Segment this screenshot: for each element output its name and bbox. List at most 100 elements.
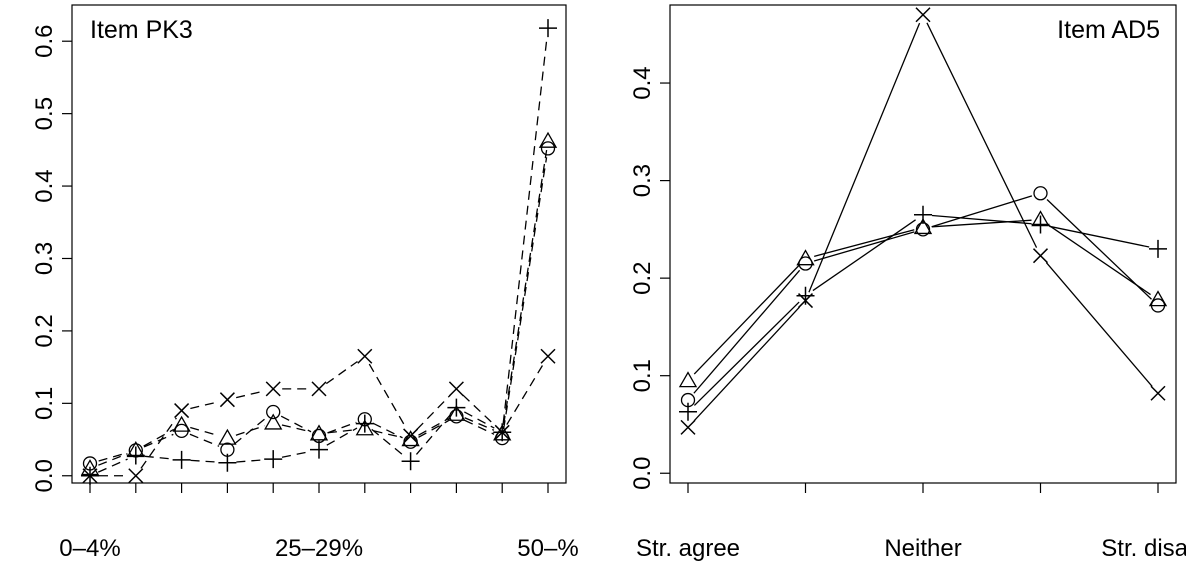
y-tick-label: 0.3 bbox=[31, 242, 58, 275]
series-segment bbox=[464, 411, 495, 429]
series-segment bbox=[371, 428, 405, 457]
cross-marker bbox=[448, 381, 464, 397]
series-segment bbox=[462, 394, 497, 427]
triangle-marker bbox=[172, 415, 191, 432]
series-segment bbox=[373, 430, 402, 439]
series-cross bbox=[82, 348, 556, 484]
cross-marker bbox=[311, 381, 327, 397]
triangle-marker bbox=[796, 249, 815, 266]
plus-marker bbox=[355, 414, 374, 433]
series-segment bbox=[418, 420, 449, 438]
series-segment bbox=[464, 417, 495, 431]
circle-marker bbox=[1033, 186, 1048, 201]
series-segment bbox=[464, 419, 495, 435]
cross-marker bbox=[403, 428, 419, 444]
plus-marker bbox=[1149, 239, 1167, 258]
x-tick-label: 50–% bbox=[517, 535, 578, 562]
x-tick-label: 0–4% bbox=[59, 535, 120, 562]
series-segment bbox=[693, 269, 801, 394]
plus-marker bbox=[796, 286, 815, 305]
cross-marker bbox=[915, 7, 931, 23]
triangle-marker bbox=[264, 413, 283, 430]
series-segment bbox=[502, 157, 548, 430]
series-segment bbox=[813, 231, 915, 262]
cross-marker bbox=[1032, 248, 1049, 264]
triangle-marker bbox=[678, 371, 698, 388]
triangle-marker bbox=[218, 428, 237, 445]
circle-marker bbox=[540, 141, 556, 156]
series-segment bbox=[98, 453, 128, 466]
triangle-marker bbox=[913, 218, 933, 235]
y-axis: 0.0 0.1 0.2 0.3 0.4 0.5 0.6 bbox=[31, 25, 72, 492]
series-segment bbox=[416, 394, 451, 430]
y-tick-label: 0.3 bbox=[629, 164, 656, 197]
cross-marker bbox=[82, 468, 98, 484]
y-tick-label: 0.1 bbox=[629, 359, 656, 392]
series-segment bbox=[190, 426, 219, 437]
series-segment bbox=[814, 229, 915, 257]
x-axis: Str. agree Neither Str. disagr. bbox=[636, 483, 1186, 562]
series-segment bbox=[190, 401, 219, 410]
plus-marker bbox=[172, 450, 191, 469]
triangle-marker bbox=[538, 131, 558, 148]
series-plus bbox=[81, 19, 557, 485]
series-triangle bbox=[678, 210, 1168, 388]
series-segment bbox=[327, 421, 357, 434]
series-segment bbox=[236, 459, 265, 463]
series-segment bbox=[693, 306, 800, 422]
series-segment bbox=[144, 455, 173, 460]
series-segment bbox=[140, 417, 177, 469]
series-segment bbox=[415, 414, 452, 455]
plus-marker bbox=[401, 452, 420, 471]
series-segment bbox=[236, 390, 265, 399]
cross-marker bbox=[494, 424, 510, 440]
triangle-marker bbox=[1148, 290, 1168, 307]
series-segment bbox=[1045, 262, 1153, 387]
cross-marker bbox=[128, 468, 144, 484]
series-segment bbox=[931, 219, 1032, 228]
series-segment bbox=[418, 417, 449, 436]
circle-marker bbox=[403, 434, 418, 449]
circle-marker bbox=[266, 404, 281, 420]
series-segment bbox=[190, 459, 219, 463]
cross-marker bbox=[174, 403, 190, 419]
y-tick-label: 0.0 bbox=[629, 457, 656, 490]
circle-marker bbox=[798, 256, 813, 271]
series-segment bbox=[808, 22, 921, 293]
plot-frame-pk3 bbox=[71, 4, 567, 484]
triangle-marker bbox=[355, 419, 374, 436]
plus-marker bbox=[447, 398, 466, 417]
series-segment bbox=[281, 424, 311, 433]
x-tick-label: Neither bbox=[884, 535, 961, 562]
triangle-marker bbox=[401, 430, 420, 447]
series-segment bbox=[327, 429, 356, 434]
series-segment bbox=[98, 452, 128, 462]
triangle-marker bbox=[309, 424, 329, 441]
series-segment bbox=[693, 301, 800, 406]
series-segment bbox=[1049, 225, 1150, 248]
series-segment bbox=[326, 427, 358, 446]
series-segment bbox=[280, 415, 312, 433]
y-tick-label: 0.0 bbox=[31, 459, 58, 492]
y-tick-label: 0.4 bbox=[31, 169, 58, 202]
series-segment bbox=[235, 425, 265, 436]
series-segment bbox=[926, 22, 1038, 248]
series-segment bbox=[812, 219, 916, 292]
x-tick-label: Str. disagr. bbox=[1101, 535, 1186, 562]
y-tick-label: 0.6 bbox=[31, 25, 58, 58]
series-segment bbox=[143, 433, 174, 448]
series-segment bbox=[506, 363, 544, 425]
plus-marker bbox=[310, 440, 328, 459]
y-tick-label: 0.5 bbox=[31, 97, 58, 130]
x-tick-label: 25–29% bbox=[275, 535, 363, 562]
y-tick-label: 0.4 bbox=[629, 66, 656, 99]
triangle-marker bbox=[447, 404, 466, 421]
series-cross bbox=[680, 7, 1166, 435]
plus-marker bbox=[264, 450, 283, 469]
y-tick-label: 0.1 bbox=[31, 387, 58, 420]
cross-marker bbox=[680, 419, 696, 435]
series-segment bbox=[931, 195, 1033, 228]
panel-title-ad5: Item AD5 bbox=[1057, 16, 1160, 44]
